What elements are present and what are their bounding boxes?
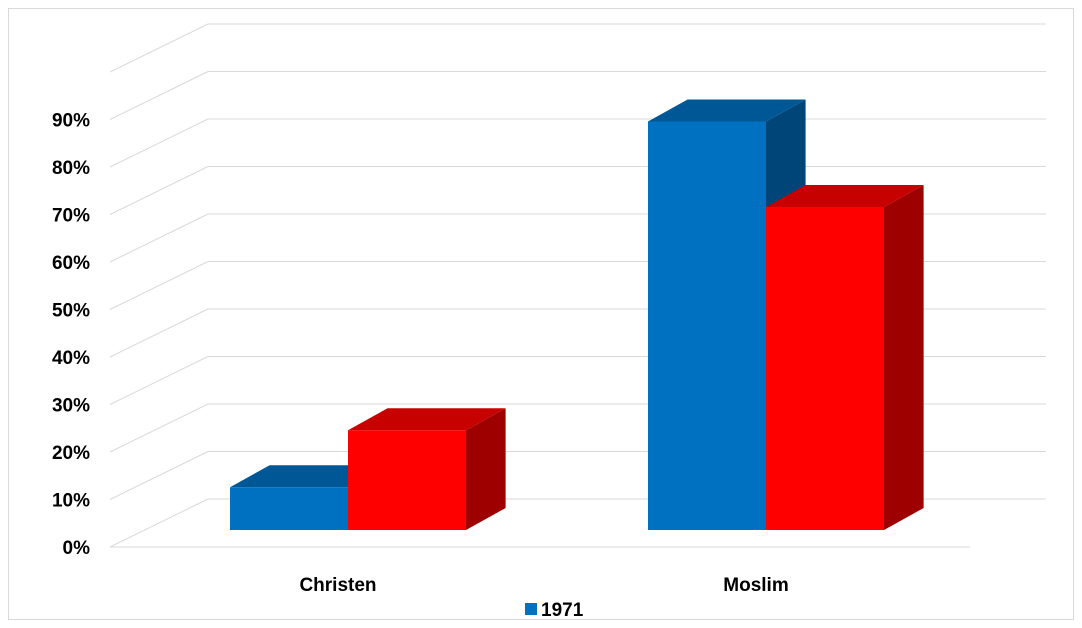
legend-label: 1971 — [541, 600, 584, 621]
gridline-side — [110, 404, 208, 452]
y-tick-label: 70% — [52, 206, 90, 227]
gridline-side — [110, 262, 208, 310]
y-tick-label: 60% — [52, 253, 90, 274]
gridline-side — [110, 167, 208, 215]
gridline-side — [110, 452, 208, 500]
x-category-label: Moslim — [723, 575, 788, 596]
bar — [648, 122, 766, 531]
gridline-side — [110, 499, 208, 547]
y-tick-label: 30% — [52, 396, 90, 417]
y-tick-label: 0% — [63, 538, 91, 559]
gridline-side — [110, 357, 208, 405]
y-tick-label: 50% — [52, 301, 90, 322]
gridline-side — [110, 72, 208, 120]
gridline-side — [110, 24, 208, 72]
bar — [348, 430, 466, 530]
bar — [230, 487, 348, 530]
x-category-label: Christen — [299, 575, 376, 596]
y-tick-label: 80% — [52, 158, 90, 179]
gridline-side — [110, 214, 208, 262]
bar — [766, 207, 884, 530]
y-tick-label: 90% — [52, 111, 90, 132]
gridline-side — [110, 309, 208, 357]
legend-swatch — [525, 603, 537, 615]
y-tick-label: 10% — [52, 491, 90, 512]
y-tick-label: 20% — [52, 443, 90, 464]
gridline-side — [110, 119, 208, 167]
y-tick-label: 40% — [52, 348, 90, 369]
bar-side — [884, 185, 924, 530]
